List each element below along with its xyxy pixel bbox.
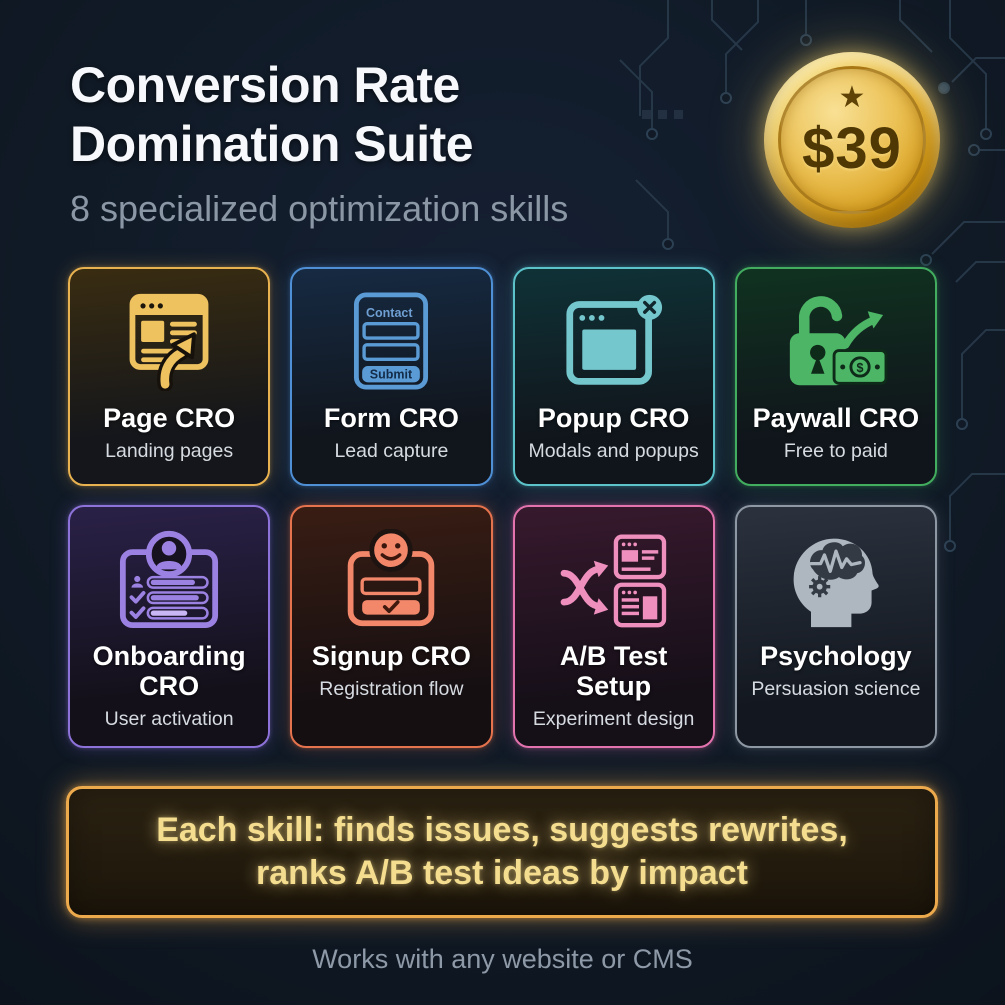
card-subtitle: User activation — [104, 708, 234, 731]
card-title: Page CRO — [103, 403, 236, 433]
banner-line2: ranks A/B test ideas by impact — [256, 854, 748, 892]
page-title-line1: Conversion Rate — [70, 57, 460, 113]
card-signup-cro: Signup CRO Registration flow — [290, 505, 493, 748]
card-onboarding-cro: Onboarding CRO User activation — [68, 505, 271, 748]
split-test-windows-icon — [560, 534, 666, 628]
card-popup-cro: Popup CRO Modals and popups — [512, 267, 715, 486]
card-psychology: Psychology Persuasion science — [734, 505, 937, 748]
contact-form-icon: Contact Submit — [354, 292, 429, 390]
feature-banner: Each skill: finds issues, suggests rewri… — [66, 786, 938, 918]
card-title: Popup CRO — [537, 403, 690, 433]
form-submit-label: Submit — [370, 368, 413, 382]
price-text: $39 — [802, 116, 902, 181]
card-title: Onboarding CRO — [92, 641, 246, 702]
page-subtitle: 8 specialized optimization skills — [70, 188, 569, 229]
signup-smiley-form-icon — [348, 529, 435, 627]
card-subtitle: Persuasion science — [751, 678, 921, 701]
card-title: Psychology — [760, 641, 912, 671]
card-subtitle: Experiment design — [532, 708, 695, 731]
card-subtitle: Modals and popups — [528, 440, 699, 463]
card-page-cro: Page CRO Landing pages — [68, 267, 271, 486]
banner-line1: Each skill: finds issues, suggests rewri… — [156, 811, 848, 849]
coin-face: ★ $39 — [778, 66, 926, 214]
footer-note: Works with any website or CMS — [312, 944, 693, 974]
checklist-avatar-icon — [120, 530, 219, 629]
popup-window-close-icon — [566, 294, 662, 385]
card-subtitle: Registration flow — [319, 678, 464, 701]
page-title: Conversion Rate Domination Suite — [70, 56, 474, 173]
form-heading-label: Contact — [366, 306, 413, 320]
landing-page-arrow-up-icon — [129, 293, 209, 391]
card-paywall-cro: $ Paywall CRO Free to paid — [734, 267, 937, 486]
unlock-money-arrow-icon: $ — [789, 296, 888, 386]
card-subtitle: Landing pages — [105, 440, 234, 463]
card-subtitle: Lead capture — [334, 440, 449, 463]
page-title-line2: Domination Suite — [70, 115, 474, 172]
price-badge: ★ $39 — [764, 52, 940, 228]
card-title: Paywall CRO — [752, 403, 920, 433]
card-subtitle: Free to paid — [783, 440, 888, 463]
star-icon: ★ — [838, 81, 866, 114]
card-form-cro: Contact Submit Form CRO Lead capture — [290, 267, 493, 486]
card-ab-test-setup: A/B Test Setup Experiment design — [512, 505, 715, 748]
brain-head-gear-icon — [793, 538, 879, 628]
card-title: A/B Test Setup — [559, 641, 668, 702]
dollar-sign-label: $ — [856, 361, 863, 375]
skill-card-grid: Page CRO Landing pages Contact Submit Fo… — [68, 267, 937, 748]
card-title: Signup CRO — [311, 641, 471, 671]
card-title: Form CRO — [323, 403, 459, 433]
